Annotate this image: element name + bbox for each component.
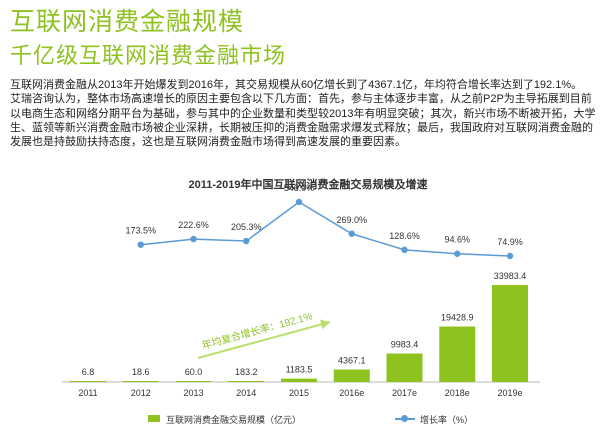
growth-value-label: 205.3% bbox=[231, 222, 262, 232]
bar bbox=[492, 285, 528, 382]
growth-point bbox=[295, 198, 303, 206]
paragraph-line: 发展也是持鼓励扶持态度，这也是互联网消费金融市场得到高速发展的重要因素。 bbox=[10, 136, 406, 149]
x-tick-label: 2017e bbox=[392, 388, 417, 398]
bar-value-label: 60.0 bbox=[185, 367, 203, 377]
growth-value-label: 546.0% bbox=[284, 183, 315, 193]
growth-point bbox=[190, 235, 197, 243]
bar bbox=[70, 381, 106, 382]
bar bbox=[386, 353, 423, 382]
bar-value-label: 1183.5 bbox=[286, 365, 313, 375]
growth-point bbox=[348, 230, 355, 237]
x-tick-label: 2018e bbox=[445, 388, 470, 398]
bar-value-label: 19428.9 bbox=[441, 313, 474, 323]
legend-bar-swatch bbox=[148, 415, 160, 422]
growth-value-label: 128.6% bbox=[389, 231, 420, 241]
bar bbox=[175, 381, 212, 382]
growth-value-label: 173.5% bbox=[125, 226, 156, 236]
page-subtitle: 千亿级互联网消费金融市场 bbox=[10, 43, 287, 68]
description-paragraph: 互联网消费金融从2013年开始爆发到2016年，其交易规模从60亿增长到了436… bbox=[10, 78, 610, 149]
bar bbox=[122, 381, 159, 382]
growth-arrow-line bbox=[197, 321, 331, 359]
paragraph-line: 互联网消费金融从2013年开始爆发到2016年，其交易规模从60亿增长到了436… bbox=[10, 79, 583, 91]
x-tick-label: 2012 bbox=[131, 388, 151, 398]
x-tick-label: 2013 bbox=[183, 388, 203, 398]
paragraph-line: 艾瑞咨询认为，整体市场高速增长的原因主要包含以下几方面：首先，参与主体逐步丰富，… bbox=[10, 93, 592, 106]
bar-value-label: 4367.1 bbox=[338, 356, 366, 366]
x-tick-label: 2019e bbox=[497, 388, 522, 398]
bar-value-label: 18.6 bbox=[132, 367, 150, 377]
legend-line-label: 增长率（%） bbox=[420, 415, 474, 425]
bar-value-label: 9983.4 bbox=[391, 340, 419, 350]
growth-value-label: 74.9% bbox=[497, 237, 523, 247]
bar bbox=[333, 369, 370, 382]
bar-value-label: 33983.4 bbox=[494, 271, 527, 281]
paragraph-line: 以电商生态和网络分期平台为基础，参与其中的企业数量和类型较2013年有明显突破；… bbox=[10, 107, 596, 120]
bar bbox=[281, 378, 317, 382]
legend-line-marker bbox=[401, 415, 408, 422]
x-tick-label: 2011 bbox=[78, 388, 97, 398]
chart-title: 2011-2019年中国互联网消费金融交易规模及增速 bbox=[188, 179, 428, 191]
growth-line bbox=[140, 201, 511, 257]
growth-point bbox=[243, 237, 250, 245]
growth-point bbox=[454, 250, 461, 257]
growth-arrow-head bbox=[320, 319, 330, 330]
page-title: 互联网消费金融规模 bbox=[10, 8, 245, 36]
legend-bar-label: 互联网消费金融交易规模（亿元） bbox=[166, 415, 302, 425]
x-tick-label: 2016e bbox=[339, 388, 364, 398]
growth-point bbox=[137, 241, 144, 248]
bar bbox=[228, 381, 265, 382]
bar-value-label: 183.2 bbox=[235, 367, 258, 377]
bar bbox=[439, 326, 476, 382]
growth-value-label: 222.6% bbox=[178, 220, 209, 230]
growth-value-label: 94.6% bbox=[444, 235, 470, 245]
growth-value-label: 269.0% bbox=[336, 215, 367, 225]
growth-point bbox=[401, 246, 408, 254]
x-tick-label: 2014 bbox=[236, 388, 256, 398]
x-tick-label: 2015 bbox=[289, 388, 309, 398]
bar-value-label: 6.8 bbox=[82, 367, 95, 377]
growth-point bbox=[506, 252, 514, 260]
paragraph-line: 生、蓝领等新兴消费金融市场被企业深耕，长期被压抑的消费金融需求爆发式释放；最后，… bbox=[10, 121, 593, 134]
